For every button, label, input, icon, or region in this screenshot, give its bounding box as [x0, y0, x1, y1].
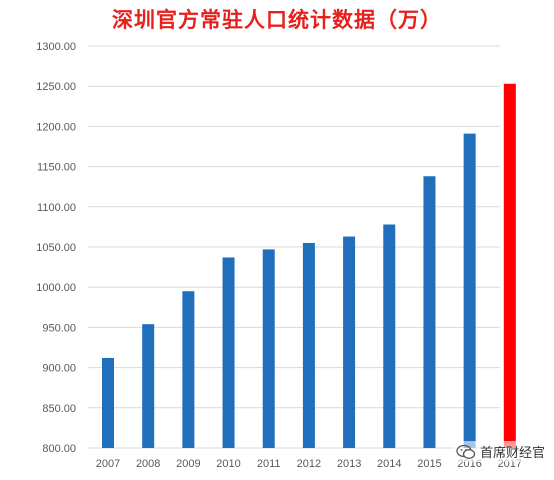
x-tick-label: 2010	[216, 458, 240, 470]
wechat-icon	[456, 444, 476, 459]
chart-title: 深圳官方常驻人口统计数据（万）	[112, 8, 442, 32]
x-tick-label: 2015	[417, 458, 441, 470]
y-tick-label: 800.00	[42, 443, 76, 455]
bar-2017	[503, 83, 516, 449]
bar-2007	[102, 357, 114, 448]
bar-2009	[182, 291, 195, 448]
x-tick-label: 2012	[297, 458, 321, 470]
bar-2015	[423, 176, 436, 449]
x-axis-ticks: 2007 2008 2009 2010 2011 2012 2013 2014 2015 2016…	[96, 458, 522, 470]
y-tick-label: 1250.00	[36, 81, 76, 93]
y-tick-label: 1200.00	[36, 121, 76, 133]
bar-2016	[463, 133, 476, 449]
bar-2012	[302, 242, 315, 448]
bar-2014	[383, 224, 396, 448]
x-tick-label: 2008	[136, 458, 160, 470]
y-tick-label: 950.00	[42, 322, 76, 334]
y-tick-label: 1300.00	[36, 41, 76, 53]
bar-2010	[222, 257, 235, 448]
y-tick-label: 1050.00	[36, 242, 76, 254]
y-axis-ticks: 800.00 850.00 900.00 950.00 1000.00 1050.00 11…	[36, 41, 76, 455]
y-tick-label: 1100.00	[37, 202, 76, 214]
bars	[102, 83, 516, 449]
x-tick-label: 2011	[257, 458, 281, 470]
bar-2013	[343, 236, 356, 448]
watermark: 首席财经官	[452, 441, 548, 462]
watermark-text: 首席财经官	[479, 446, 545, 461]
bar-2011	[262, 249, 275, 448]
x-tick-label: 2007	[96, 458, 120, 470]
x-tick-label: 2014	[377, 458, 401, 470]
grid-lines	[88, 45, 500, 449]
y-tick-label: 1000.00	[36, 282, 76, 294]
x-tick-label: 2013	[337, 458, 361, 470]
y-tick-label: 1150.00	[37, 162, 76, 174]
x-tick-label: 2009	[176, 458, 200, 470]
bar-2008	[142, 324, 155, 448]
y-tick-label: 900.00	[42, 363, 76, 375]
y-tick-label: 850.00	[42, 403, 76, 415]
